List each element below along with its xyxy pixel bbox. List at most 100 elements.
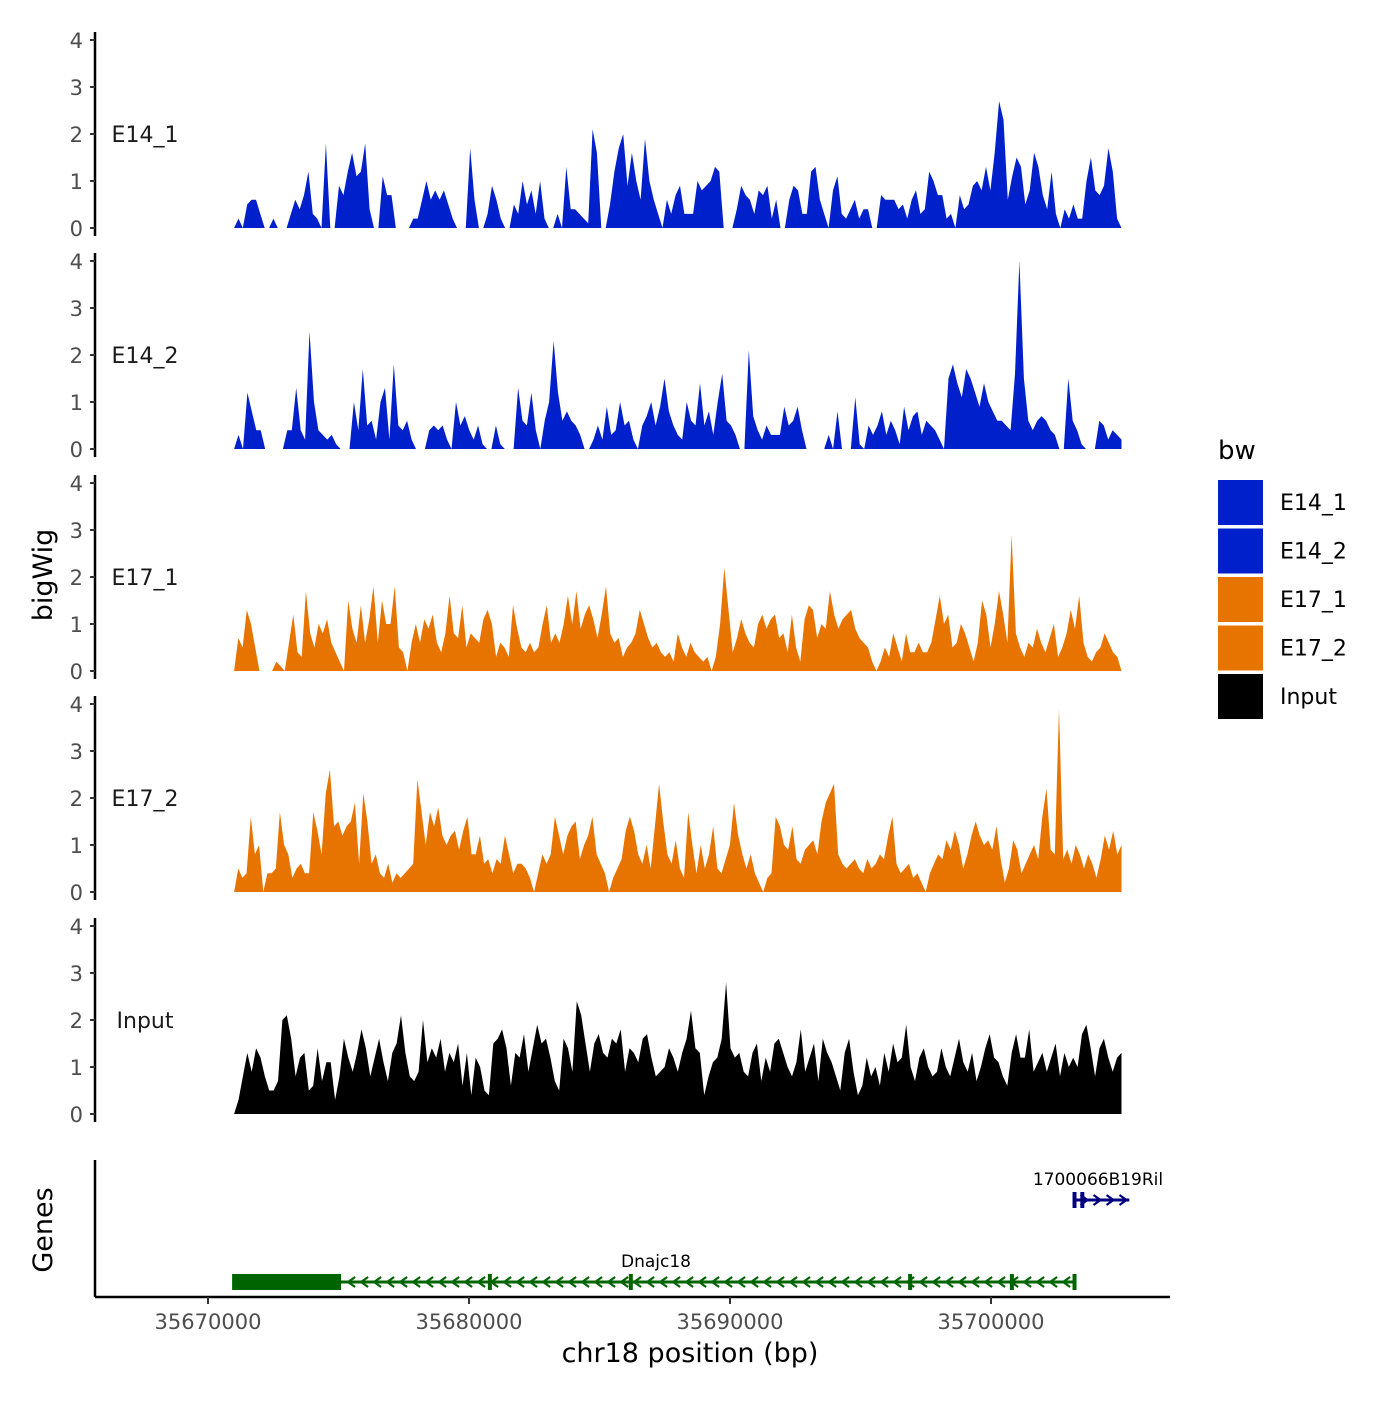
strand-arrow	[658, 1276, 668, 1288]
x-axis-label: chr18 position (bp)	[562, 1338, 819, 1369]
signal-area-E17_1	[234, 534, 1122, 671]
strand-arrow	[1092, 1194, 1103, 1206]
signal-tracks: 0 1 2 3 4 E14_1 0 1 2 3 4 E14_2 0 1 2 3 4 E17_1 0 1 2 3 4 E17_2…	[70, 29, 1122, 1127]
y-tick-label: 0	[70, 881, 83, 905]
strand-arrow	[775, 1276, 785, 1288]
strand-arrow	[476, 1276, 486, 1288]
strand-arrow	[398, 1276, 408, 1288]
x-tick-label: 35690000	[677, 1310, 784, 1334]
gene-Dnajc18: Dnajc18	[232, 1252, 1077, 1290]
strand-arrow	[580, 1276, 590, 1288]
y-tick-label: 4	[70, 472, 83, 496]
signal-area-Input	[234, 982, 1122, 1114]
strand-arrow	[450, 1276, 460, 1288]
y-tick-label: 4	[70, 915, 83, 939]
strand-arrow	[671, 1276, 681, 1288]
strand-arrow	[788, 1276, 798, 1288]
legend-label: E14_1	[1280, 491, 1347, 516]
legend-item-E17_2: E17_2	[1218, 625, 1347, 671]
x-tick-label: 35670000	[155, 1310, 262, 1334]
track-E14_2: 0 1 2 3 4 E14_2	[70, 250, 1122, 462]
strand-arrow	[567, 1276, 577, 1288]
strand-arrow	[749, 1276, 759, 1288]
y-tick-label: 4	[70, 693, 83, 717]
legend-item-E14_2: E14_2	[1218, 528, 1347, 574]
strand-arrow	[463, 1276, 473, 1288]
track-Input: 0 1 2 3 4 Input	[70, 915, 1122, 1127]
strand-arrow	[346, 1276, 356, 1288]
y-tick-label: 2	[70, 123, 83, 147]
strand-arrow	[541, 1276, 551, 1288]
strand-arrow	[359, 1276, 369, 1288]
y-tick-label: 2	[70, 787, 83, 811]
legend-swatch	[1218, 577, 1263, 622]
y-tick-label: 4	[70, 250, 83, 274]
strand-arrow	[1061, 1276, 1071, 1288]
track-E17_2: 0 1 2 3 4 E17_2	[70, 693, 1122, 905]
strand-arrow	[1022, 1276, 1032, 1288]
y-tick-label: 4	[70, 29, 83, 53]
y-tick-label: 1	[70, 834, 83, 858]
strand-arrow	[502, 1276, 512, 1288]
strand-arrow	[1035, 1276, 1045, 1288]
gene-label: 1700066B19Ril	[1033, 1170, 1163, 1190]
legend-item-E14_1: E14_1	[1218, 480, 1347, 525]
strand-arrow	[736, 1276, 746, 1288]
legend-title: bw	[1218, 436, 1256, 466]
y-tick-label: 1	[70, 170, 83, 194]
strand-arrow	[996, 1276, 1006, 1288]
strand-arrow	[385, 1276, 395, 1288]
strand-arrow	[762, 1276, 772, 1288]
strand-arrow	[697, 1276, 707, 1288]
y-axis-label: bigWig	[28, 529, 59, 622]
y-tick-label: 0	[70, 1103, 83, 1127]
x-tick-label: 35680000	[416, 1310, 523, 1334]
legend-label: E17_1	[1280, 588, 1347, 613]
strand-arrow	[918, 1276, 928, 1288]
strand-arrow	[827, 1276, 837, 1288]
strand-arrow	[528, 1276, 538, 1288]
legend-swatch	[1218, 528, 1263, 574]
x-tick-label: 35700000	[938, 1310, 1045, 1334]
strand-arrow	[1118, 1194, 1129, 1206]
y-tick-label: 1	[70, 1056, 83, 1080]
strand-arrow	[853, 1276, 863, 1288]
strand-arrow	[814, 1276, 824, 1288]
strand-arrow	[944, 1276, 954, 1288]
strand-arrow	[606, 1276, 616, 1288]
genes-panel: Dnajc18 1700066B19Ril	[93, 1160, 1163, 1297]
legend-item-Input: Input	[1218, 674, 1337, 719]
strand-arrow	[489, 1276, 499, 1288]
y-tick-label: 1	[70, 613, 83, 637]
strand-arrow	[437, 1276, 447, 1288]
gene-1700066B19Rik: 1700066B19Ril	[1033, 1170, 1163, 1208]
strand-arrow	[931, 1276, 941, 1288]
y-tick-label: 0	[70, 217, 83, 241]
strand-arrow	[1105, 1194, 1116, 1206]
strand-arrow	[905, 1276, 915, 1288]
legend-swatch	[1218, 674, 1263, 719]
y-tick-label: 3	[70, 297, 83, 321]
y-tick-label: 1	[70, 391, 83, 415]
signal-area-E17_2	[234, 708, 1122, 892]
legend-swatch	[1218, 625, 1263, 671]
strand-arrow	[1079, 1194, 1090, 1206]
signal-area-E14_2	[234, 261, 1122, 449]
strand-arrow	[632, 1276, 642, 1288]
strand-arrow	[801, 1276, 811, 1288]
strand-arrow	[983, 1276, 993, 1288]
strand-arrow	[970, 1276, 980, 1288]
strand-arrow	[879, 1276, 889, 1288]
legend-label: E14_2	[1280, 540, 1347, 565]
strand-arrow	[372, 1276, 382, 1288]
legend: bw E14_1 E14_2 E17_1 E17_2 Input	[1218, 436, 1347, 719]
strand-arrow	[411, 1276, 421, 1288]
y-tick-label: 0	[70, 660, 83, 684]
legend-item-E17_1: E17_1	[1218, 577, 1347, 622]
strand-arrow	[645, 1276, 655, 1288]
strand-arrow	[684, 1276, 694, 1288]
genes-axis-label: Genes	[28, 1187, 59, 1272]
gene-thick-exon	[234, 1274, 342, 1290]
